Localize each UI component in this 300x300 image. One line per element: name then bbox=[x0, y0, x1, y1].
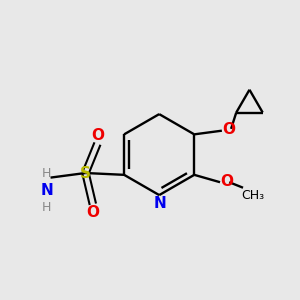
Text: N: N bbox=[154, 196, 166, 211]
Text: H: H bbox=[42, 167, 52, 179]
Text: S: S bbox=[80, 166, 91, 181]
Text: H: H bbox=[42, 202, 52, 214]
Text: O: O bbox=[91, 128, 104, 143]
Text: O: O bbox=[220, 174, 233, 189]
Text: O: O bbox=[222, 122, 235, 137]
Text: CH₃: CH₃ bbox=[242, 189, 265, 202]
Text: N: N bbox=[40, 183, 53, 198]
Text: O: O bbox=[86, 205, 99, 220]
